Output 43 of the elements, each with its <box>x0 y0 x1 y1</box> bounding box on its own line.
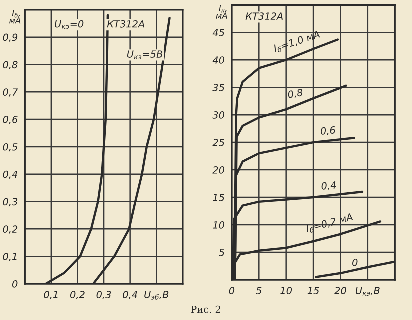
y-tick-label: 0,6 <box>3 116 18 124</box>
y-tick-label: 20 <box>212 166 225 174</box>
y-tick-label: 0,7 <box>3 88 18 97</box>
series-label: 0,4 <box>321 181 336 191</box>
series-label: 0,6 <box>320 126 336 136</box>
y-tick-label: 5 <box>219 249 224 256</box>
x-tick-label: 20 <box>334 287 346 294</box>
y-tick-label: 45 <box>212 29 224 36</box>
series-label: U$_{кэ}$=5В <box>127 50 163 60</box>
x-tick-label: 0 <box>229 287 235 294</box>
y-tick-label: 0,5 <box>3 143 18 152</box>
y-tick-label: 10 <box>213 222 225 229</box>
text: I$_{б}$=1,0 мА <box>273 30 321 54</box>
text: U$_{кэ}$=0 <box>55 20 84 30</box>
text: Рис. 2 <box>191 306 220 314</box>
y-tick-label: 0 <box>12 280 18 288</box>
x-tick-label: 10 <box>280 287 292 294</box>
x-tick-label: 0,4 <box>123 291 138 300</box>
y-tick-label: 30 <box>212 112 225 119</box>
y-tick-label: 0,8 <box>3 61 18 70</box>
y-tick-label: 0,9 <box>3 34 18 42</box>
x-axis-title: U$_{кэ}$,В <box>356 287 380 296</box>
text: I$_{б}$=0,2 мА <box>306 213 354 234</box>
y-tick-label: 0,3 <box>3 198 18 207</box>
y-tick-label: 40 <box>212 56 225 64</box>
x-tick-label: 15 <box>308 287 320 294</box>
x-tick-label: 0,1 <box>44 291 58 300</box>
annotation: КТ312А <box>107 20 144 28</box>
y-tick-label: 0,1 <box>3 253 17 262</box>
annotation: КТ312А <box>246 12 283 20</box>
y-tick-label: 0,4 <box>3 170 18 180</box>
text: 0,8 <box>288 88 304 100</box>
y-axis-title: I$_{б}$, мА <box>10 10 21 24</box>
y-tick-label: 0,2 <box>3 226 18 234</box>
x-axis-title: U$_{эб}$,В <box>144 291 169 300</box>
series-label: 0 <box>352 258 358 266</box>
x-tick-label: 0,3 <box>96 291 112 300</box>
x-tick-label: 5 <box>256 287 262 294</box>
y-tick-label: 25 <box>212 139 224 146</box>
y-axis-title: I$_{к}$, мА <box>216 5 228 19</box>
y-tick-label: 35 <box>212 84 224 92</box>
y-tick-label: 15 <box>213 194 224 202</box>
x-tick-label: 0,2 <box>70 291 85 300</box>
